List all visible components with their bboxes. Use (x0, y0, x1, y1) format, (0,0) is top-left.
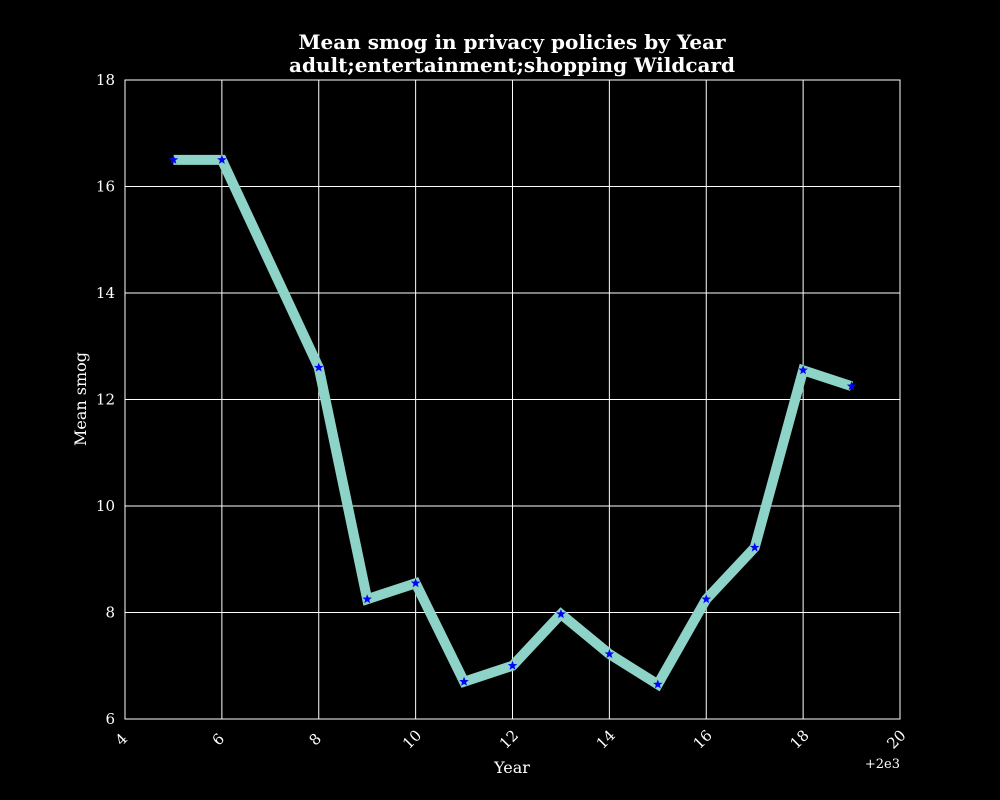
x-axis-offset-label: +2e3 (865, 757, 900, 772)
series-line (173, 154, 854, 692)
y-tick-label: 10 (96, 497, 115, 515)
y-tick-label: 6 (105, 710, 115, 728)
data-point-marker (604, 649, 615, 659)
data-point-marker (217, 154, 227, 164)
series-layer (168, 154, 857, 692)
y-tick-label: 12 (96, 391, 115, 409)
x-axis-label: Year (493, 758, 530, 777)
data-point-marker (653, 679, 663, 689)
data-point-marker (168, 154, 179, 164)
plot-frame (124, 79, 901, 720)
y-tick-label: 14 (96, 284, 115, 302)
x-tick-label: 18 (786, 726, 812, 752)
data-point-marker (313, 362, 324, 372)
x-tick-label: 6 (209, 730, 228, 749)
y-axis-label: Mean smog (71, 352, 90, 446)
x-tick-label: 16 (690, 726, 716, 752)
data-point-marker (798, 365, 808, 375)
data-point-marker (362, 594, 372, 604)
data-point-marker (701, 594, 712, 604)
x-tick-label: 20 (883, 726, 909, 752)
data-point-marker (846, 381, 857, 391)
grid-lines (124, 79, 901, 720)
data-point-marker (556, 609, 566, 619)
data-point-marker (459, 676, 469, 686)
x-tick-label: 12 (496, 726, 522, 752)
x-tick-label: 14 (593, 726, 619, 752)
y-tick-label: 16 (96, 178, 115, 196)
data-point-marker (507, 660, 518, 670)
x-tick-label: 8 (305, 730, 324, 749)
data-point-marker (749, 542, 760, 552)
chart-subtitle: adult;entertainment;shopping Wildcard (289, 53, 735, 77)
x-tick-label: 10 (399, 726, 425, 752)
x-tick-label: 4 (112, 730, 131, 749)
data-point-marker (410, 578, 421, 588)
y-tick-label: 8 (105, 604, 115, 622)
y-tick-label: 18 (96, 71, 115, 89)
chart-title: Mean smog in privacy policies by Year (298, 30, 726, 54)
